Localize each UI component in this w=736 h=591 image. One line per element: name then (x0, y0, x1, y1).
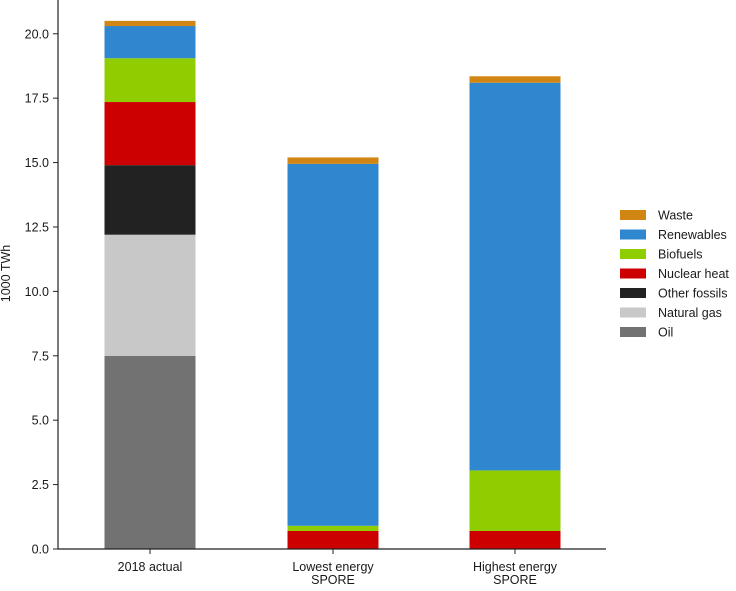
bar-segment-waste-1 (287, 157, 379, 164)
x-tick-label: 2018 actual (118, 560, 183, 574)
legend-swatch-natural-gas (620, 307, 646, 318)
legend-label-renewables: Renewables (658, 228, 727, 242)
bar-segment-waste-0 (104, 20, 196, 27)
legend-label-biofuels: Biofuels (658, 248, 702, 262)
legend-label-oil: Oil (658, 326, 673, 340)
x-tick-label: Highest energy SPORE (473, 560, 558, 586)
legend-swatch-nuclear-heat (620, 268, 646, 279)
bar-segment-biofuels-1 (287, 525, 379, 531)
legend-swatch-biofuels (620, 249, 646, 259)
bar-segment-nuclear-heat-0 (104, 102, 196, 166)
y-tick-label: 2.5 (32, 478, 49, 492)
bar-segment-nuclear-heat-2 (469, 530, 561, 549)
legend-swatch-other-fossils (620, 288, 646, 298)
legend-swatch-oil (620, 327, 646, 337)
legend-swatch-renewables (620, 229, 646, 240)
legend-swatch-waste (620, 210, 646, 220)
legend-label-other-fossils: Other fossils (658, 287, 727, 301)
bar-segment-renewables-2 (469, 82, 561, 471)
x-tick-label: Lowest energy SPORE (292, 560, 374, 586)
y-tick-label: 20.0 (25, 27, 49, 41)
bars-layer (104, 20, 561, 549)
y-axis-label: 1000 TWh (0, 245, 13, 302)
bar-segment-oil-0 (104, 355, 196, 549)
bar-segment-natural-gas-0 (104, 234, 196, 356)
bar-segment-biofuels-0 (104, 58, 196, 103)
y-tick-label: 7.5 (32, 349, 49, 363)
y-tick-label: 15.0 (25, 156, 49, 170)
bar-segment-renewables-1 (287, 163, 379, 526)
y-tick-label: 5.0 (32, 414, 49, 428)
y-tick-label: 0.0 (32, 543, 49, 557)
bar-segment-nuclear-heat-1 (287, 530, 379, 549)
legend-label-waste: Waste (658, 209, 693, 223)
bar-segment-other-fossils-0 (104, 165, 196, 235)
y-tick-label: 10.0 (25, 285, 49, 299)
legend-label-natural-gas: Natural gas (658, 306, 722, 320)
axes-layer: 0.0 2.5 5.0 7.5 10.0 12.5 15.0 17.5 20.0 1000 TWh… (0, 0, 606, 587)
bar-segment-waste-2 (469, 76, 561, 83)
y-tick-label: 12.5 (25, 220, 49, 234)
legend-label-nuclear-heat: Nuclear heat (658, 267, 729, 281)
legend: Waste Renewables Biofuels Nuclear heat Other… (620, 209, 729, 340)
bar-segment-biofuels-2 (469, 470, 561, 531)
bar-segment-renewables-0 (104, 26, 196, 59)
y-tick-label: 17.5 (25, 92, 49, 106)
